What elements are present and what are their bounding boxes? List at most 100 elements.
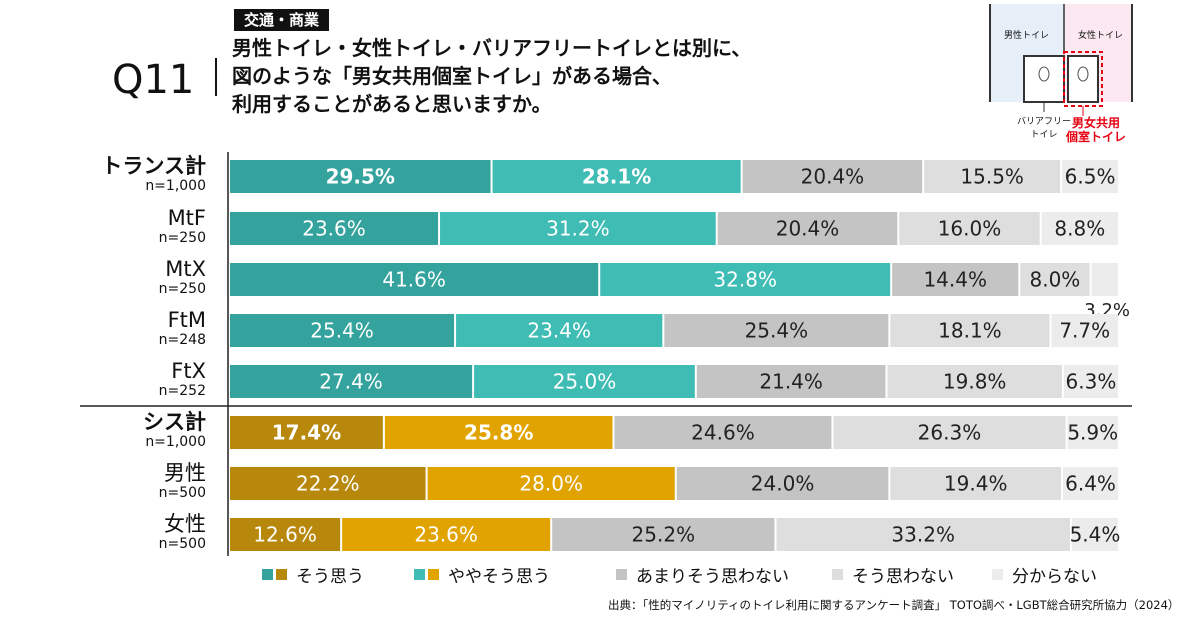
data-label: 18.1% <box>938 319 1002 343</box>
question-text: 男性トイレ・女性トイレ・バリアフリートイレとは別に、 図のような「男女共用個室ト… <box>232 34 751 118</box>
data-label: 22.2% <box>296 472 360 496</box>
data-label: 17.4% <box>272 421 341 445</box>
bar-segment <box>742 160 923 193</box>
legend-label: そう思う <box>296 566 364 587</box>
data-label: 25.0% <box>553 370 617 394</box>
legend-swatch <box>428 568 439 580</box>
data-label: 31.2% <box>546 217 610 241</box>
data-label: 8.0% <box>1030 268 1081 292</box>
toilet-icon <box>1038 66 1050 82</box>
source-note: 出典：「性的マイノリティのトイレ利用に関するアンケート調査」 TOTO調べ・LG… <box>608 598 1180 612</box>
data-label: 5.4% <box>1070 523 1121 547</box>
data-label: 28.0% <box>519 472 583 496</box>
question-number: Q11 <box>112 57 195 103</box>
legend-item: ややそう思う <box>414 562 550 587</box>
data-label: 7.7% <box>1059 319 1110 343</box>
data-label: 5.9% <box>1067 421 1118 445</box>
legend-item: あまりそう思わない <box>616 562 789 587</box>
row-name: トランス計 <box>101 154 206 178</box>
legend-label: そう思わない <box>852 566 954 587</box>
row-sample-size: n=248 <box>158 332 206 348</box>
bar-segment <box>717 212 898 245</box>
data-label: 25.4% <box>745 319 809 343</box>
row-label: MtX n=250 <box>159 257 206 297</box>
barrier-free-label: バリアフリー トイレ <box>1016 117 1071 140</box>
row-name: FtM <box>167 308 206 332</box>
data-label: 23.6% <box>302 217 366 241</box>
bar-segment <box>892 263 1019 296</box>
bar-segment <box>776 518 1070 551</box>
row-label: 女性 n=500 <box>159 512 206 552</box>
row-name: FtX <box>171 359 206 383</box>
bar-segment <box>440 212 716 245</box>
toilet-layout-diagram <box>989 4 1133 116</box>
row-name: 男性 <box>164 461 206 485</box>
data-label: 21.4% <box>759 370 823 394</box>
bar-segment <box>427 467 675 500</box>
row-label: MtF n=250 <box>159 206 206 246</box>
legend-item: そう思わない <box>832 562 954 587</box>
bar-segment <box>230 416 383 449</box>
bar-segment <box>474 365 695 398</box>
data-label: 32.8% <box>713 268 777 292</box>
bar-segment <box>676 467 889 500</box>
data-label: 28.1% <box>582 165 651 189</box>
data-label: 12.6% <box>253 523 317 547</box>
data-label: 16.0% <box>938 217 1002 241</box>
highlight-frame <box>1063 51 1103 107</box>
data-label: 6.3% <box>1066 370 1117 394</box>
bar-segment <box>1020 263 1090 296</box>
legend-item: 分からない <box>992 562 1097 587</box>
bar-segment <box>664 314 889 347</box>
bar-segment <box>1063 467 1118 500</box>
legend-swatch <box>616 568 627 580</box>
toilet-icon <box>1077 66 1089 82</box>
row-sample-size: n=1,000 <box>145 434 206 450</box>
bar-segment <box>1063 365 1118 398</box>
data-label: 8.8% <box>1054 217 1105 241</box>
row-sample-size: n=500 <box>158 536 206 552</box>
bar-segment <box>552 518 775 551</box>
legend-item: そう思う <box>262 562 364 587</box>
bar-segment <box>890 314 1050 347</box>
row-name: MtX <box>165 257 206 281</box>
data-label: 23.4% <box>527 319 591 343</box>
row-label: シス計 n=1,000 <box>143 410 206 450</box>
row-sample-size: n=252 <box>158 383 206 399</box>
legend-swatch <box>414 568 425 580</box>
bar-segment <box>1071 518 1118 551</box>
data-label: 24.0% <box>751 472 815 496</box>
bar-segment <box>600 263 891 296</box>
female-toilet-label: 女性トイレ <box>1078 31 1124 41</box>
bar-segment <box>833 416 1066 449</box>
data-label: 24.6% <box>691 421 755 445</box>
bar-segment <box>384 416 613 449</box>
legend-swatch <box>992 568 1003 580</box>
row-sample-size: n=250 <box>158 281 206 297</box>
bar-segment <box>1041 212 1118 245</box>
data-label: 20.4% <box>776 217 840 241</box>
bar-segment <box>890 467 1062 500</box>
row-name: シス計 <box>143 410 206 434</box>
row-name: 女性 <box>164 512 206 536</box>
data-label: 19.4% <box>944 472 1008 496</box>
data-label: 27.4% <box>319 370 383 394</box>
data-label: 25.2% <box>632 523 696 547</box>
data-label: 29.5% <box>326 165 395 189</box>
category-tag: 交通・商業 <box>234 9 330 31</box>
data-label: 15.5% <box>960 165 1024 189</box>
legend-swatch <box>262 568 273 580</box>
bar-segment <box>492 160 741 193</box>
data-label: 6.4% <box>1065 472 1116 496</box>
bar-segment <box>230 160 491 193</box>
question-divider <box>215 58 217 96</box>
bar-segment <box>1062 160 1118 193</box>
row-sample-size: n=1,000 <box>145 178 206 194</box>
row-label: トランス計 n=1,000 <box>101 154 206 194</box>
data-label: 19.8% <box>943 370 1007 394</box>
question-line: 図のような「男女共用個室トイレ」がある場合、 <box>232 64 672 88</box>
question-line: 利用することがあると思いますか。 <box>232 92 552 116</box>
bar-segment <box>230 314 455 347</box>
data-label: 41.6% <box>382 268 446 292</box>
